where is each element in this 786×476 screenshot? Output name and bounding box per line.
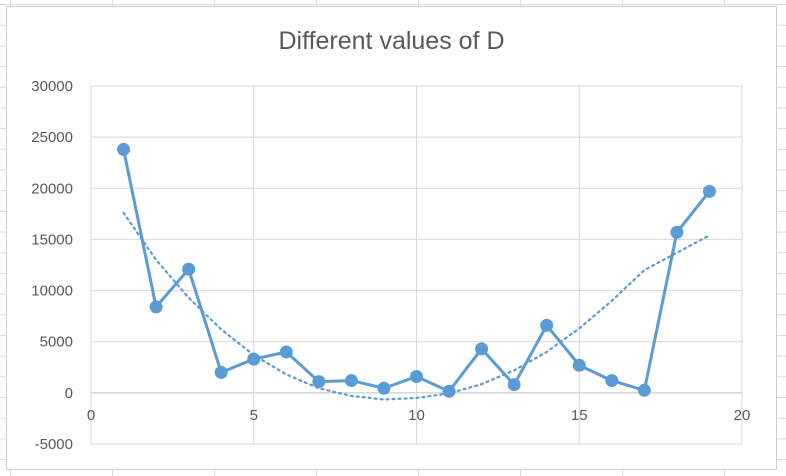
data-point	[279, 345, 293, 359]
chart-title: Different values of D	[278, 27, 505, 55]
trendline	[122, 211, 711, 401]
chart-area[interactable]: Different values of D 30000 25000 20000 150…	[6, 6, 777, 470]
data-point	[182, 262, 196, 276]
data-point	[247, 352, 261, 366]
data-point	[702, 184, 716, 198]
data-point	[442, 384, 456, 398]
data-point	[214, 365, 228, 379]
data-point	[475, 342, 489, 356]
data-point	[344, 374, 358, 388]
data-point	[540, 318, 554, 332]
x-tick-label: 20	[734, 407, 751, 424]
y-tick-label: 25000	[31, 129, 73, 146]
data-point	[572, 358, 586, 372]
y-tick-label: 15000	[31, 231, 73, 248]
data-point	[312, 375, 326, 389]
data-point	[507, 378, 521, 392]
data-point	[410, 369, 423, 383]
y-tick-label: 30000	[31, 78, 73, 95]
x-tick-label: 10	[408, 407, 425, 424]
data-point	[117, 142, 131, 156]
data-point	[605, 374, 619, 388]
y-tick-label: 20000	[31, 180, 73, 197]
data-point	[149, 300, 163, 314]
y-tick-label: 0	[65, 385, 73, 402]
y-tick-label: 5000	[40, 334, 73, 351]
plot-svg: 30000 25000 20000 15000 10000 5000 0 -5000 0 5 10 1…	[31, 78, 751, 453]
data-point	[637, 383, 651, 397]
data-point	[670, 225, 684, 239]
x-tick-label: 5	[250, 407, 258, 424]
y-tick-label: -5000	[35, 436, 73, 453]
x-tick-label: 15	[571, 407, 588, 424]
y-tick-label: 10000	[31, 283, 73, 300]
data-point	[377, 381, 391, 395]
x-tick-label: 0	[87, 407, 95, 424]
